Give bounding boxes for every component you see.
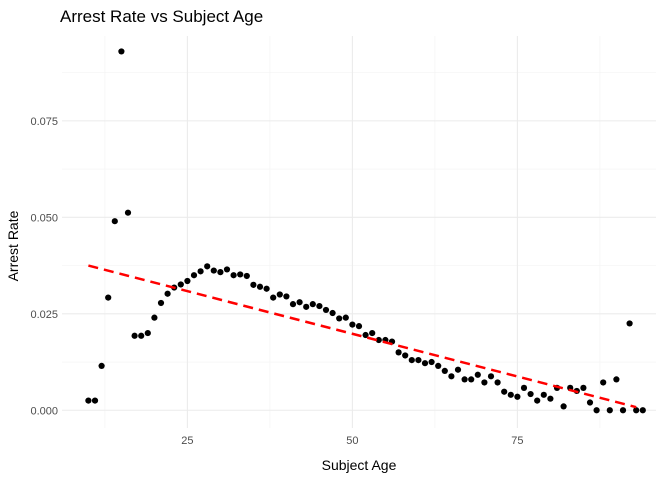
data-point [441, 367, 448, 374]
data-point [303, 303, 310, 310]
data-point [468, 376, 475, 383]
data-point [85, 397, 92, 404]
grid-lines [62, 36, 656, 428]
data-point [138, 332, 145, 339]
data-point [118, 48, 125, 55]
data-point [619, 407, 627, 414]
data-point [593, 407, 600, 414]
data-point [177, 281, 184, 288]
data-point [613, 376, 620, 383]
data-point [105, 294, 112, 301]
data-point [626, 320, 633, 327]
y-tick-label: 0.000 [30, 405, 58, 417]
data-point [362, 331, 369, 339]
data-point [501, 388, 508, 395]
data-point [230, 272, 237, 279]
data-point [124, 209, 132, 216]
x-tick-label: 75 [511, 435, 523, 447]
data-point [507, 391, 514, 398]
data-point [481, 379, 488, 386]
data-point [131, 332, 138, 339]
data-point [256, 283, 264, 290]
data-point [606, 407, 613, 414]
data-point [448, 373, 455, 380]
data-point [190, 272, 198, 279]
data-point [316, 302, 323, 310]
data-point [408, 356, 415, 364]
chart-title: Arrest Rate vs Subject Age [60, 7, 263, 26]
data-point [237, 271, 244, 278]
x-axis-title: Subject Age [322, 457, 397, 473]
data-point [283, 293, 290, 300]
data-point [276, 291, 283, 298]
data-point [461, 376, 468, 383]
data-point [514, 393, 521, 400]
data-point [144, 329, 151, 337]
data-point [151, 314, 158, 321]
x-tick-label: 50 [346, 435, 358, 447]
data-point [243, 272, 250, 280]
data-point [349, 321, 356, 328]
data-point [487, 373, 495, 380]
x-axis-ticks: 25 50 75 [181, 435, 523, 447]
data-point [309, 301, 316, 308]
data-point [428, 358, 435, 366]
data-point [263, 285, 270, 292]
data-point [223, 266, 231, 273]
data-point [217, 269, 224, 276]
y-tick-label: 0.025 [30, 309, 58, 321]
data-point [540, 391, 547, 398]
data-point [527, 390, 534, 398]
data-points [85, 48, 646, 414]
data-point [289, 301, 297, 308]
data-point [210, 267, 217, 274]
data-point [415, 356, 422, 364]
data-point [250, 281, 257, 288]
data-point [197, 268, 204, 275]
data-point [204, 263, 211, 270]
data-point [322, 306, 330, 314]
data-point [369, 329, 376, 337]
data-point [91, 397, 99, 404]
data-point [98, 362, 105, 369]
data-point [639, 407, 646, 414]
data-point [494, 379, 501, 386]
data-point [560, 403, 567, 410]
data-point [111, 218, 118, 225]
data-point [375, 336, 382, 344]
data-point [329, 309, 336, 317]
data-point [355, 323, 363, 330]
y-axis-title: Arrest Rate [5, 210, 21, 281]
data-point [184, 277, 191, 285]
data-point [600, 379, 607, 386]
data-point [454, 366, 462, 373]
trend-line [88, 264, 637, 409]
data-point [534, 397, 541, 404]
data-point [164, 290, 171, 297]
data-point [633, 407, 640, 414]
data-point [336, 315, 343, 322]
data-point [586, 399, 594, 406]
data-point [474, 371, 481, 378]
data-point [580, 384, 587, 391]
data-point [157, 299, 165, 307]
data-point [270, 294, 277, 301]
data-point [342, 314, 349, 321]
data-point [547, 395, 554, 402]
data-point [435, 362, 442, 369]
data-point [421, 360, 429, 367]
data-point [520, 384, 528, 391]
y-tick-label: 0.075 [30, 116, 58, 128]
y-axis-ticks: 0.000 0.025 0.050 0.075 [30, 116, 58, 417]
data-point [296, 299, 303, 306]
x-tick-label: 25 [181, 435, 193, 447]
y-tick-label: 0.050 [30, 212, 58, 224]
data-point [402, 352, 409, 359]
data-point [395, 349, 402, 356]
